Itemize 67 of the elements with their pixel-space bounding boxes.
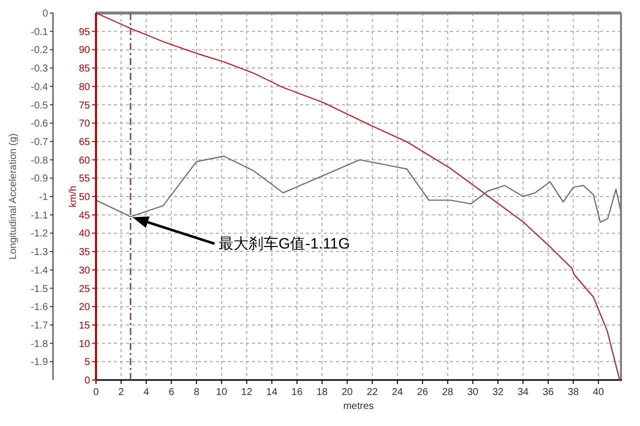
y-tick-label: 35 [78, 247, 90, 258]
y2-axis-title: Longitudinal Acceleration (g) [8, 133, 19, 260]
y-tick-label: 55 [78, 174, 90, 185]
y-tick-label: 10 [78, 338, 90, 350]
y2-tick-label: -1.7 [30, 320, 48, 332]
y-tick-label: 70 [78, 118, 90, 130]
annotation: 最大刹车G值-1.11G [218, 236, 350, 253]
x-tick-label: 14 [266, 387, 278, 398]
x-tick-label: 26 [416, 387, 429, 398]
x-tick-label: 22 [366, 387, 378, 398]
y2-tick-label: -1.1 [30, 210, 48, 222]
y2-tick-label: -0.1 [30, 26, 48, 38]
y-axis-title: km/h [68, 186, 79, 208]
x-tick-label: 4 [143, 387, 150, 398]
x-tick-label: 32 [492, 387, 504, 398]
y2-tick-label: -1.4 [30, 265, 48, 276]
x-tick-label: 40 [592, 387, 604, 398]
x-tick-label: 10 [216, 387, 228, 398]
y2-tick-label: -1.2 [30, 228, 48, 240]
x-tick-label: 34 [517, 387, 530, 398]
y2-tick-label: -0.9 [30, 174, 48, 185]
x-axis-title: metres [343, 401, 374, 412]
x-tick-label: 12 [241, 387, 253, 398]
y-tick-label: 50 [78, 192, 90, 203]
y2-tick-label: -0.3 [30, 64, 48, 75]
y-tick-label: 90 [78, 45, 90, 56]
x-tick-label: 2 [118, 387, 124, 398]
x-tick-label: 8 [194, 387, 200, 398]
y2-tick-label: -1.9 [30, 357, 48, 368]
x-tick-label: 0 [93, 387, 100, 398]
y-tick-label: 0 [84, 376, 90, 386]
y-tick-label: 25 [78, 284, 90, 295]
y2-tick-label: -1.5 [30, 284, 48, 295]
x-tick-label: 36 [542, 387, 554, 398]
y-tick-label: 60 [78, 155, 90, 166]
y-tick-label: 30 [78, 265, 90, 276]
y2-tick-label: -0.2 [30, 45, 48, 56]
line-series [95, 12, 620, 381]
x-tick-label: 24 [392, 387, 404, 398]
x-tick-label: 30 [467, 387, 479, 398]
y-tick-label: 20 [78, 302, 90, 314]
y-tick-label: 65 [78, 136, 90, 148]
line-series [95, 156, 621, 223]
y2-tick-label: -0.4 [30, 82, 48, 93]
y-tick-label: 45 [78, 210, 90, 222]
y2-tick-label: -0.5 [30, 100, 48, 112]
y-tick-label: 80 [78, 82, 90, 93]
y-tick-label: 15 [78, 320, 90, 332]
x-tick-label: 18 [316, 387, 328, 398]
y-tick-label: 75 [78, 100, 90, 112]
y2-tick-label: 0 [42, 8, 48, 20]
y-tick-label: 85 [78, 64, 90, 75]
y-tick-label: 5 [84, 357, 90, 368]
x-tick-label: 6 [168, 387, 175, 398]
y2-tick-label: -0.6 [30, 118, 48, 130]
y-tick-label: 95 [78, 26, 90, 38]
y2-tick-label: -1 [39, 192, 48, 203]
y2-tick-label: -0.7 [30, 136, 48, 148]
y-tick-label: 40 [78, 228, 90, 240]
y2-tick-label: -1.8 [30, 338, 48, 350]
x-tick-label: 38 [568, 387, 580, 398]
x-tick-label: 16 [291, 387, 303, 398]
x-tick-label: 20 [342, 387, 354, 398]
x-tick-label: 28 [442, 387, 454, 398]
y2-tick-label: -1.6 [30, 302, 48, 314]
y2-tick-label: -0.8 [30, 155, 48, 166]
y2-tick-label: -1.3 [30, 247, 48, 258]
